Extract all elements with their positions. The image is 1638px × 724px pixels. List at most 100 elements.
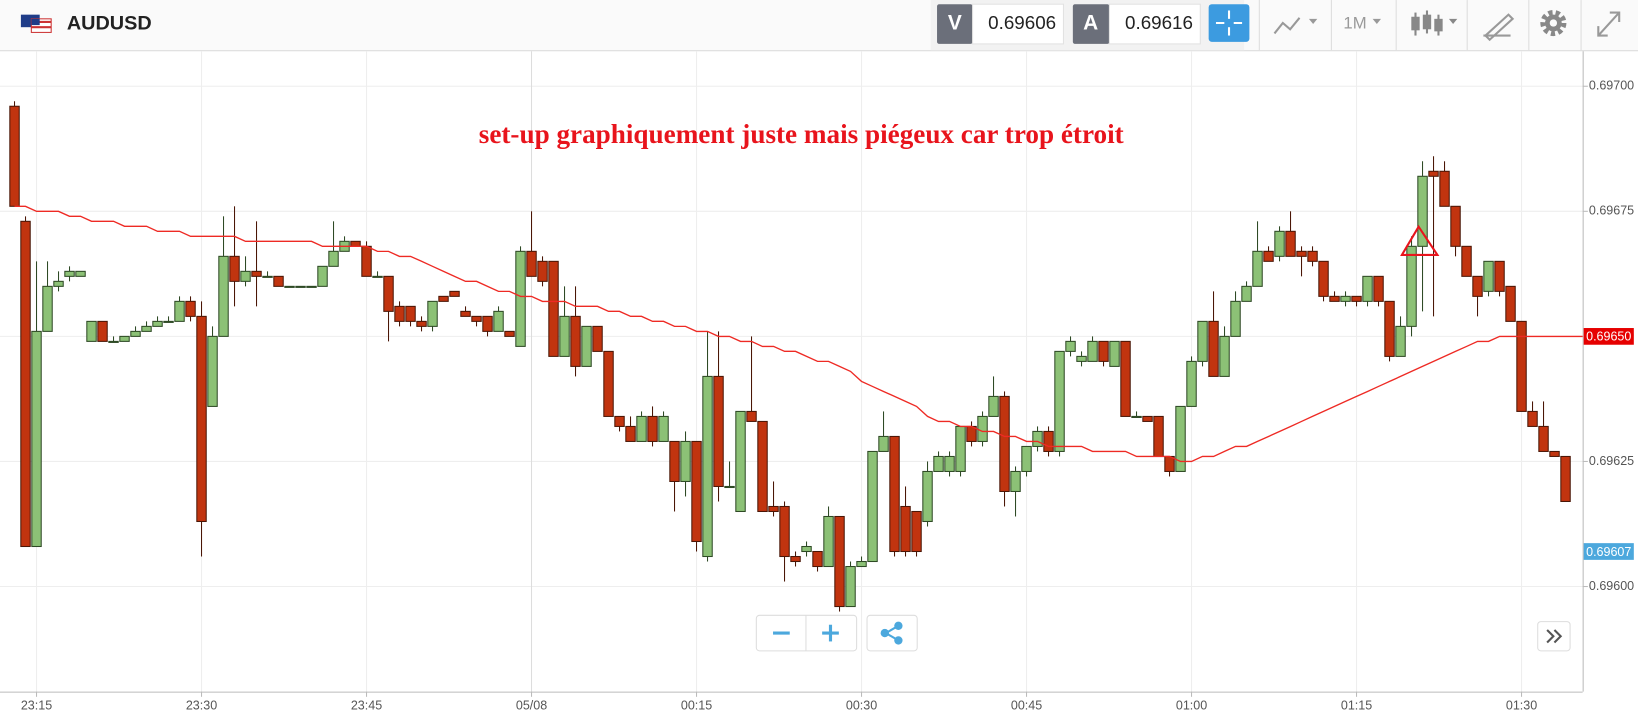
candle-body — [977, 415, 988, 442]
bid-price: 0.69606 — [988, 12, 1056, 33]
scroll-right-button[interactable] — [1537, 621, 1571, 652]
candle-body — [438, 295, 449, 302]
candle-body — [1406, 245, 1417, 327]
x-tick-label: 23:15 — [21, 699, 52, 713]
candle-body — [1186, 360, 1197, 407]
candle-body — [1516, 320, 1527, 412]
candle-body — [768, 505, 779, 513]
ask-label: A — [1083, 12, 1098, 35]
candle-body — [746, 410, 757, 422]
candle-body — [130, 330, 141, 337]
candle-body — [658, 415, 669, 442]
candle-body — [911, 510, 922, 553]
candle-body — [86, 320, 97, 342]
candle-body — [20, 220, 31, 548]
candle-body — [64, 270, 75, 277]
candle-body — [383, 275, 394, 312]
annotation: set-up graphiquement juste mais piégeux … — [479, 119, 1124, 149]
candle-body — [867, 450, 878, 563]
share-button[interactable] — [866, 614, 918, 652]
x-tick-label: 01:00 — [1176, 699, 1207, 713]
candle-body — [1329, 295, 1340, 302]
candle-body — [328, 250, 339, 267]
x-tick-label: 23:30 — [186, 699, 217, 713]
candle-body — [31, 330, 42, 548]
candle-body — [1461, 245, 1472, 277]
candle-body — [185, 300, 196, 317]
zoom-in-button[interactable] — [822, 624, 839, 642]
candle-body — [680, 440, 691, 482]
candle-body — [779, 505, 790, 558]
candle-body — [119, 335, 130, 342]
candle-body — [1142, 415, 1153, 422]
candle-body — [1450, 205, 1461, 247]
candle-body — [856, 560, 867, 568]
candle-body — [823, 515, 834, 568]
candle-body — [757, 420, 768, 513]
candle-body — [559, 315, 570, 357]
candle-body — [834, 515, 845, 608]
bid-button[interactable] — [937, 4, 973, 44]
x-tick-label: 01:30 — [1506, 699, 1537, 713]
candle-body — [471, 315, 482, 322]
candle-body — [922, 470, 933, 523]
candle-body — [218, 255, 229, 337]
x-tick-label: 00:15 — [681, 699, 712, 713]
candle-body — [350, 240, 361, 247]
candle-body — [1241, 285, 1252, 302]
settings-button[interactable] — [1540, 9, 1567, 37]
price-tag — [1583, 543, 1634, 560]
candle-body — [900, 505, 911, 553]
candle-body — [548, 260, 559, 357]
toolbar-bg — [0, 0, 1638, 51]
candle-body — [251, 270, 262, 277]
candle-body — [878, 435, 889, 452]
timeframe-button[interactable]: 1M — [1343, 13, 1382, 32]
candle-body — [427, 300, 438, 327]
chart-type-button[interactable] — [1411, 10, 1458, 36]
drawing-button[interactable] — [1483, 13, 1515, 42]
candle-body — [482, 315, 493, 332]
candle-body — [713, 375, 724, 487]
candle-body — [625, 425, 636, 442]
candle-body — [460, 310, 471, 317]
candle-body — [1560, 455, 1571, 502]
candle-body — [614, 415, 625, 427]
candle-body — [196, 315, 207, 523]
candle-body — [306, 285, 317, 288]
candle-body — [295, 285, 306, 288]
candle-body — [515, 250, 526, 347]
candle-body — [1131, 415, 1142, 418]
candle-body — [317, 265, 328, 287]
candle-body — [1384, 300, 1395, 357]
candle-body — [1362, 275, 1373, 302]
candle-body — [1505, 285, 1516, 322]
candle-body — [273, 275, 284, 287]
candle-body — [97, 320, 108, 342]
candle-body — [361, 245, 372, 277]
candle-body — [1175, 405, 1186, 472]
overlay: 0.69650 0.69607 — [14, 205, 1634, 560]
flag-icon — [20, 14, 52, 33]
candle-body — [1021, 445, 1032, 472]
candle-body — [394, 305, 405, 322]
fullscreen-button[interactable] — [1597, 11, 1621, 37]
candle-body — [53, 280, 64, 287]
ask-price: 0.69616 — [1125, 12, 1193, 33]
x-tick-label: 05/08 — [516, 699, 547, 713]
candle-body — [1087, 340, 1098, 362]
x-tick-label: 23:45 — [351, 699, 382, 713]
candle-body — [636, 415, 647, 442]
candle-body — [812, 550, 823, 568]
x-tick-label: 00:30 — [846, 699, 877, 713]
candle-body — [1230, 300, 1241, 337]
candle-body — [1208, 320, 1219, 377]
crosshair-button[interactable] — [1208, 4, 1250, 42]
indicator-button[interactable] — [1273, 17, 1318, 35]
candle-body — [735, 410, 746, 513]
candle-body — [75, 270, 86, 277]
y-tick-label: 0.69600 — [1589, 579, 1634, 593]
candle-body — [702, 375, 713, 558]
candle-body — [1043, 430, 1054, 452]
ask-button[interactable] — [1072, 4, 1110, 44]
